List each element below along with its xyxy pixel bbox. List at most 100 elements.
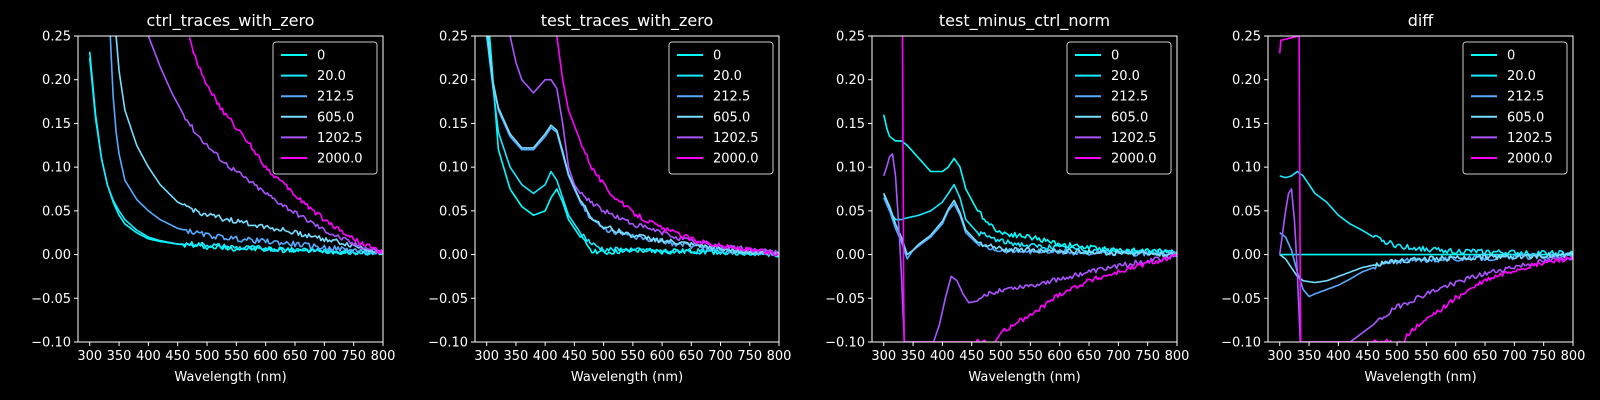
- axes-frame: [871, 35, 1178, 343]
- legend-label: 2000.0: [317, 152, 363, 167]
- x-tick-label: 400: [533, 349, 558, 364]
- y-tick-label: −0.10: [825, 336, 865, 351]
- chart-title: test_traces_with_zero: [541, 11, 714, 31]
- x-tick-label: 550: [620, 349, 645, 364]
- series-line-4: [882, 193, 1177, 258]
- series-group: [882, 36, 1177, 342]
- legend: 0 20.0 212.5 605.0 1202.5 2000.0: [668, 41, 774, 175]
- legend-label: 212.5: [713, 90, 750, 105]
- legend: 0 20.0 212.5 605.0 1202.5 2000.0: [1462, 41, 1568, 175]
- x-tick-label: 550: [224, 349, 249, 364]
- x-tick-label: 450: [1355, 349, 1380, 364]
- y-tick-label: −0.10: [31, 336, 71, 351]
- y-tick-label: 0.00: [836, 248, 865, 263]
- y-tick-label: −0.05: [428, 292, 468, 307]
- y-tick-label: 0.00: [439, 248, 468, 263]
- axes-frame: [77, 35, 384, 343]
- y-tick-label: −0.05: [1221, 292, 1261, 307]
- x-axis-label: Wavelength (nm): [968, 370, 1080, 385]
- y-tick-label: 0.25: [439, 30, 468, 45]
- x-tick-label: 800: [1165, 349, 1190, 364]
- x-tick-label: 750: [341, 349, 366, 364]
- legend-label: 2000.0: [1111, 152, 1157, 167]
- x-tick-label: 600: [253, 349, 278, 364]
- y-tick-label: −0.10: [1221, 336, 1261, 351]
- x-tick-label: 800: [1561, 349, 1586, 364]
- y-tick-label: 0.15: [439, 117, 468, 132]
- legend-label: 0: [1507, 49, 1515, 64]
- y-tick-label: 0.05: [1232, 204, 1261, 219]
- x-tick-label: 500: [195, 349, 220, 364]
- y-tick-label: 0.15: [836, 117, 865, 132]
- x-tick-label: 400: [136, 349, 161, 364]
- series-group: [1278, 36, 1573, 342]
- chart-panel-2: 300 350 400 450 500 550 600 650 700 750 800 −0.10 −0…: [428, 11, 791, 385]
- chart-panel-4: 300 350 400 450 500 550 600 650 700 750 800 −0.10 −0…: [1221, 11, 1585, 385]
- series-line-5: [147, 36, 383, 255]
- x-axis-label: Wavelength (nm): [1364, 370, 1476, 385]
- series-line-5: [1278, 188, 1573, 342]
- x-tick-label: 350: [901, 349, 926, 364]
- y-tick-label: 0.25: [836, 30, 865, 45]
- x-tick-label: 800: [371, 349, 396, 364]
- y-tick-label: 0.15: [42, 117, 71, 132]
- series-line-2: [88, 57, 383, 256]
- chart-title: diff: [1408, 11, 1435, 30]
- legend-label: 212.5: [1507, 90, 1544, 105]
- x-tick-label: 800: [767, 349, 792, 364]
- legend-label: 20.0: [1507, 69, 1536, 84]
- x-tick-label: 550: [1018, 349, 1043, 364]
- x-tick-label: 350: [1297, 349, 1322, 364]
- series-line-6: [901, 36, 1177, 342]
- series-group: [88, 36, 383, 256]
- x-tick-label: 500: [591, 349, 616, 364]
- y-tick-label: 0.05: [836, 204, 865, 219]
- x-tick-label: 300: [871, 349, 896, 364]
- series-line-4: [487, 36, 779, 256]
- series-line-2: [1279, 170, 1573, 257]
- series-line-6: [556, 36, 779, 257]
- x-tick-label: 700: [708, 349, 733, 364]
- y-tick-label: 0.25: [1232, 30, 1261, 45]
- series-line-5: [882, 153, 1177, 342]
- y-tick-label: −0.05: [31, 292, 71, 307]
- series-line-3: [109, 36, 383, 255]
- y-tick-label: 0.20: [836, 73, 865, 88]
- series-group: [485, 36, 779, 258]
- legend: 0 20.0 212.5 605.0 1202.5 2000.0: [272, 41, 378, 175]
- chart-panel-3: 300 350 400 450 500 550 600 650 700 750 800 −0.10 −0…: [825, 11, 1189, 385]
- legend-label: 0: [317, 49, 325, 64]
- x-tick-label: 450: [959, 349, 984, 364]
- legend-label: 212.5: [1111, 90, 1148, 105]
- y-tick-label: −0.10: [428, 336, 468, 351]
- x-tick-label: 500: [989, 349, 1014, 364]
- chart-title: ctrl_traces_with_zero: [147, 11, 315, 31]
- x-tick-label: 450: [165, 349, 190, 364]
- x-tick-label: 650: [1077, 349, 1102, 364]
- legend-label: 212.5: [317, 90, 354, 105]
- legend-label: 2000.0: [1507, 152, 1553, 167]
- x-tick-label: 500: [1385, 349, 1410, 364]
- x-tick-label: 400: [1326, 349, 1351, 364]
- chart-panel-1: 300 350 400 450 500 550 600 650 700 750 800 −0.10 −0…: [31, 11, 395, 385]
- x-tick-label: 350: [107, 349, 132, 364]
- x-tick-label: 600: [1443, 349, 1468, 364]
- series-line-4: [1279, 251, 1573, 284]
- legend-label: 1202.5: [713, 131, 759, 146]
- legend: 0 20.0 212.5 605.0 1202.5 2000.0: [1066, 41, 1172, 175]
- x-tick-label: 750: [737, 349, 762, 364]
- x-tick-label: 700: [1502, 349, 1527, 364]
- series-line-6: [1278, 36, 1573, 342]
- x-tick-label: 300: [474, 349, 499, 364]
- x-tick-label: 350: [504, 349, 529, 364]
- y-tick-label: 0.20: [1232, 73, 1261, 88]
- series-line-5: [509, 36, 779, 256]
- legend-label: 2000.0: [713, 152, 759, 167]
- y-tick-label: 0.05: [439, 204, 468, 219]
- y-tick-label: 0.10: [42, 161, 71, 176]
- legend-label: 0: [1111, 49, 1119, 64]
- y-tick-label: 0.10: [1232, 161, 1261, 176]
- y-tick-label: 0.10: [439, 161, 468, 176]
- x-tick-label: 400: [930, 349, 955, 364]
